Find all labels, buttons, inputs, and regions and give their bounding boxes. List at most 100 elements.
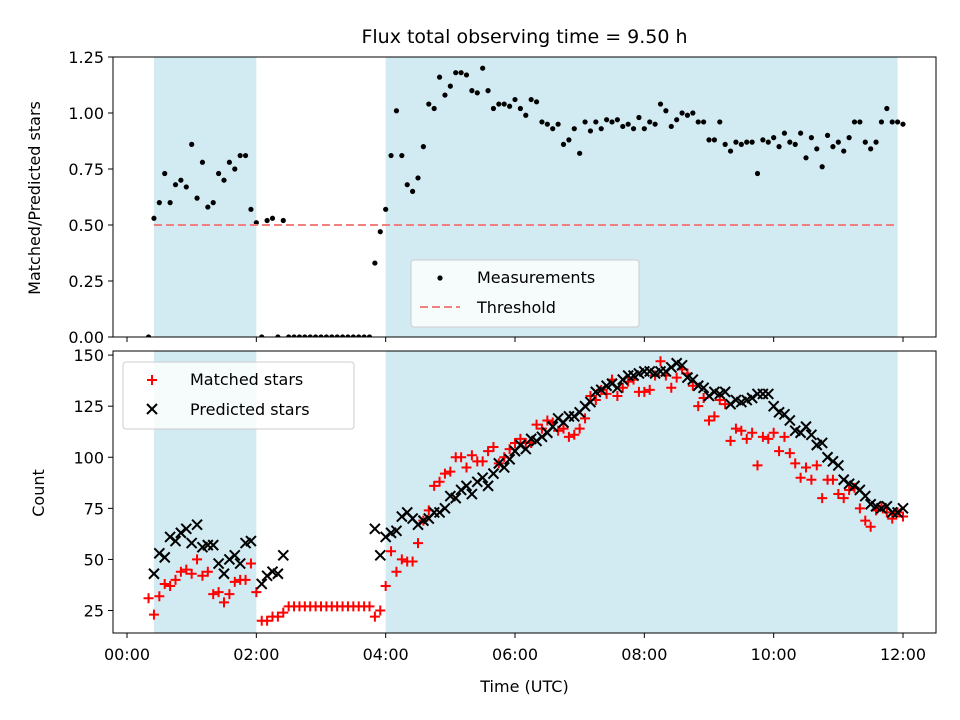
predicted-stars-point xyxy=(520,443,532,455)
matched-stars-point xyxy=(854,503,865,514)
predicted-stars-point xyxy=(245,535,257,547)
measurements-point xyxy=(727,148,734,154)
predicted-stars-point xyxy=(148,568,160,580)
y-tick-label: 0.25 xyxy=(68,272,104,291)
matched-stars-point xyxy=(763,433,774,444)
measurements-point xyxy=(242,152,249,159)
measurements-point xyxy=(620,123,626,130)
measurements-point xyxy=(533,99,540,105)
measurements-point xyxy=(560,141,567,147)
y-tick-label: 100 xyxy=(73,448,104,467)
matched-stars-point xyxy=(143,593,154,604)
predicted-stars-point xyxy=(482,480,494,492)
measurements-point xyxy=(517,105,523,112)
measurements-point xyxy=(237,152,243,159)
x-tick-label: 10:00 xyxy=(751,645,797,664)
measurements-point xyxy=(824,132,831,138)
measurements-point xyxy=(313,334,319,337)
measurements-point xyxy=(453,70,459,76)
predicted-stars-point xyxy=(697,382,710,394)
measurements-point xyxy=(900,121,906,127)
matched-stars-point xyxy=(434,476,445,487)
legend-label-matched: Matched stars xyxy=(190,370,303,389)
x-axis-label: Time (UTC) xyxy=(479,677,568,696)
measurements-point xyxy=(307,334,313,337)
predicted-stars-point xyxy=(584,396,597,408)
predicted-stars-point xyxy=(180,523,192,535)
matched-stars-point xyxy=(391,566,402,577)
matched-stars-point xyxy=(774,446,785,457)
axes-frame xyxy=(112,350,937,634)
ratio-panel: 0.00 0.25 0.50 0.75 1.00 1.25 Measurements Thre… xyxy=(68,48,937,347)
legend-marker-matched xyxy=(147,375,157,385)
measurements-point xyxy=(566,137,572,143)
measurements-point xyxy=(399,152,405,159)
matched-stars-point xyxy=(186,568,197,579)
measurements-point xyxy=(787,139,793,145)
legend-box xyxy=(122,361,355,430)
matched-stars-point xyxy=(747,427,758,438)
measurements-point xyxy=(706,137,712,143)
matched-stars-point xyxy=(693,401,704,412)
matched-stars-point xyxy=(833,489,844,500)
matched-stars-point xyxy=(386,546,397,557)
measurements-point xyxy=(431,105,437,112)
y-tick-label: 0.50 xyxy=(68,216,104,235)
matched-stars-point xyxy=(887,513,898,524)
plot-area xyxy=(145,65,906,337)
measurements-point xyxy=(857,119,863,125)
matched-stars-point xyxy=(439,468,450,479)
predicted-stars-point xyxy=(169,535,182,547)
measurements-point xyxy=(463,72,470,78)
matched-stars-point xyxy=(251,587,262,598)
measurements-point xyxy=(350,334,356,337)
legend-marker-measurements xyxy=(437,275,443,281)
measurements-point xyxy=(760,137,766,143)
matched-stars-point xyxy=(165,581,176,591)
measurements-point xyxy=(889,119,895,125)
predicted-stars-point xyxy=(676,359,688,372)
matched-stars-point xyxy=(159,578,170,589)
y-tick-label: 0.00 xyxy=(68,328,104,347)
legend: Measurements Threshold xyxy=(410,259,640,328)
measurements-point xyxy=(280,217,286,224)
measurements-point xyxy=(641,126,647,132)
matched-stars-point xyxy=(795,472,806,483)
measurements-point xyxy=(183,184,189,190)
measurements-point xyxy=(878,119,885,125)
measurements-point xyxy=(496,101,502,107)
matched-stars-point xyxy=(396,554,407,565)
measurements-point xyxy=(539,119,545,125)
matched-stars-point xyxy=(542,415,553,426)
predicted-stars-point xyxy=(212,557,225,570)
measurements-point xyxy=(296,334,303,337)
predicted-stars-point xyxy=(272,568,284,580)
matched-stars-point xyxy=(483,446,494,457)
matched-stars-point xyxy=(531,419,542,430)
measurements-point xyxy=(749,139,755,145)
measurements-point xyxy=(630,126,637,132)
y-tick-label: 25 xyxy=(84,602,104,621)
predicted-stars-point xyxy=(805,429,818,441)
predicted-stars-point xyxy=(466,488,478,500)
measurements-point xyxy=(248,206,254,212)
predicted-stars-point xyxy=(784,414,796,427)
predicted-stars-point xyxy=(547,420,559,433)
matched-stars-point xyxy=(375,605,386,616)
x-tick-label: 02:00 xyxy=(233,645,279,664)
matched-stars-point xyxy=(380,581,391,591)
measurements-point xyxy=(598,126,604,132)
predicted-stars-point xyxy=(207,539,219,551)
predicted-stars-point xyxy=(159,551,171,564)
measurements-point xyxy=(323,334,329,337)
matched-stars-point xyxy=(445,466,456,477)
measurements-point xyxy=(593,119,599,125)
matched-stars-point xyxy=(364,601,375,612)
measurements-point xyxy=(571,126,577,132)
measurements-point xyxy=(420,144,426,150)
matched-stars-point xyxy=(461,462,472,473)
measurements-point xyxy=(798,130,804,136)
measurements-point xyxy=(259,334,265,337)
measurements-point xyxy=(625,121,631,127)
